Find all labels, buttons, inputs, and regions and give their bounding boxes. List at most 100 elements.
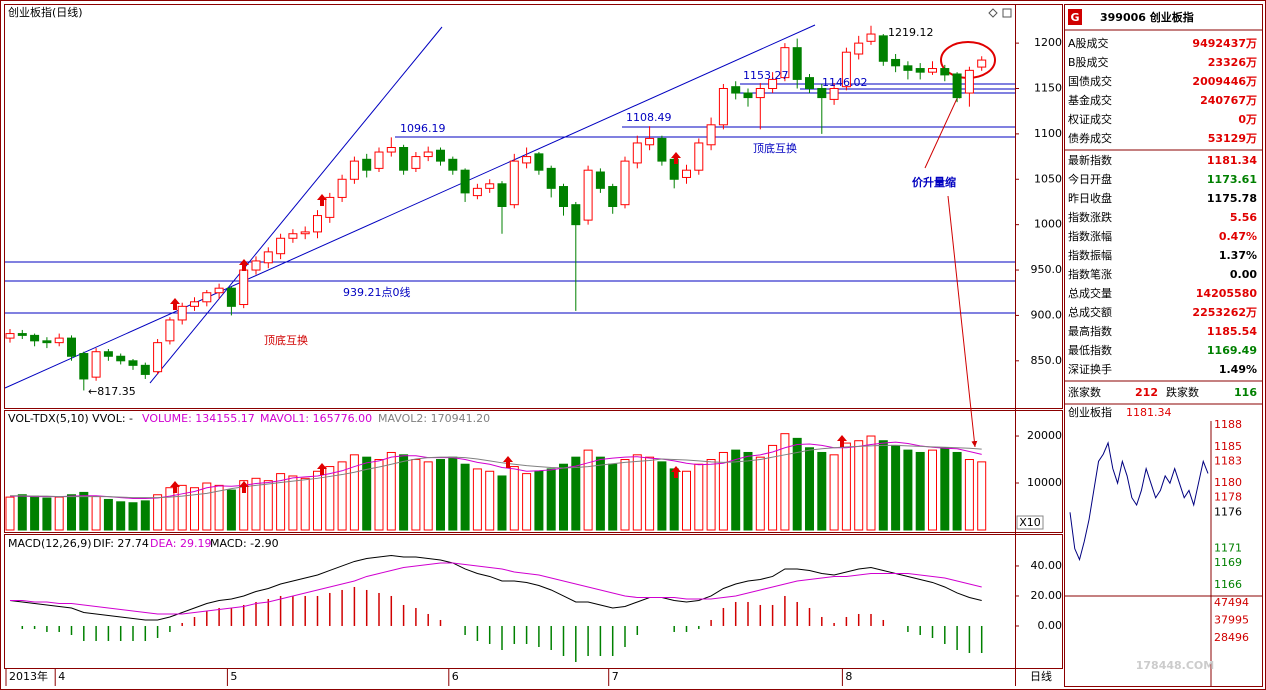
mini-title: 创业板指 <box>1068 405 1112 419</box>
info-label: 今日开盘 <box>1068 172 1112 186</box>
volume-bar <box>903 449 913 531</box>
candle-body <box>337 178 347 198</box>
volume-bar <box>472 468 482 531</box>
x-tick-label: 8 <box>845 670 852 683</box>
volume-bar <box>841 442 851 531</box>
volume-bar <box>103 498 113 531</box>
volume-bar <box>349 454 359 531</box>
candle-body <box>829 88 839 100</box>
volume-bar <box>165 487 175 531</box>
info-value: 9492437万 <box>1192 37 1257 50</box>
volume-bar <box>522 473 532 531</box>
candle-body <box>805 77 814 90</box>
volume-bar <box>288 475 298 531</box>
candle-body <box>386 147 396 153</box>
volume-bar <box>17 494 27 531</box>
candle-body <box>30 334 40 342</box>
info-panel <box>1064 4 1263 687</box>
volume-bar <box>829 454 839 531</box>
y-tick-label: 20.00 <box>1031 589 1063 602</box>
y-tick-label: 1200 <box>1034 36 1062 49</box>
volume-bar <box>226 489 236 531</box>
callout-arrow <box>947 195 978 448</box>
volume-bar <box>239 480 249 531</box>
annotation: ←817.35 <box>88 385 136 398</box>
info-value: 5.56 <box>1230 211 1257 224</box>
mini-tick-label: 1169 <box>1214 556 1242 569</box>
volume-bar <box>977 461 987 531</box>
volume-bar <box>128 502 138 531</box>
info-value: 53129万 <box>1208 132 1257 145</box>
candle-body <box>226 287 236 307</box>
candle-body <box>42 340 52 344</box>
candle-body <box>116 355 126 362</box>
info-label: 昨日收盘 <box>1068 191 1112 205</box>
mini-tick-label: 1180 <box>1214 476 1242 489</box>
info-value: 116 <box>1234 386 1257 399</box>
signal-arrow <box>503 456 513 468</box>
candle-body <box>632 142 642 164</box>
candle-body <box>718 88 728 126</box>
info-value: 212 <box>1135 386 1158 399</box>
signal-arrow <box>239 259 249 271</box>
y-tick-label: 20000 <box>1027 429 1062 442</box>
candle-body <box>940 68 950 76</box>
volume-bar <box>546 468 556 531</box>
panel-header: DIF: 27.74 <box>93 537 149 550</box>
volume-bar <box>608 463 618 531</box>
tool-icon[interactable] <box>1002 8 1012 18</box>
info-value: 14205580 <box>1196 287 1258 300</box>
panel-header: MAVOL1: 165776.00 <box>260 412 372 425</box>
candle-body <box>768 78 778 90</box>
candle-body <box>140 364 150 375</box>
candle-body <box>866 33 876 42</box>
volume-bar <box>497 475 507 531</box>
volume-bar <box>276 473 286 531</box>
macd-line <box>9 554 982 621</box>
signal-arrow <box>317 194 327 206</box>
candle-body <box>977 59 987 68</box>
volume-bar <box>300 477 310 531</box>
candle-body <box>608 186 618 207</box>
candle-body <box>165 319 175 342</box>
y-tick-label: 950.0 <box>1031 263 1063 276</box>
candle-body <box>423 151 433 158</box>
candle-body <box>436 149 445 162</box>
info-label: 指数涨跌 <box>1068 210 1112 224</box>
volume-bar <box>657 461 667 531</box>
volume-bar <box>436 459 445 531</box>
y-tick-label: 40.00 <box>1031 559 1063 572</box>
volume-bar <box>940 447 950 531</box>
candle-body <box>325 196 335 218</box>
signal-arrow <box>671 152 681 164</box>
candle-body <box>5 333 15 339</box>
candle-body <box>276 237 286 255</box>
tool-icon[interactable] <box>988 8 998 18</box>
volume-bar <box>5 496 15 531</box>
candle-body <box>313 215 322 233</box>
candle-body <box>755 88 765 99</box>
volume-bar <box>140 500 150 531</box>
info-label: 国债成交 <box>1068 74 1112 88</box>
badge: G <box>1070 11 1079 24</box>
panel-header: MAVOL2: 170941.20 <box>378 412 490 425</box>
intraday-line <box>1069 441 1209 562</box>
y-tick-label: 0.00 <box>1038 619 1063 632</box>
x-tick-label: 5 <box>230 670 237 683</box>
volume-bar <box>263 480 273 531</box>
volume-bar <box>632 454 642 531</box>
volume-bar <box>325 466 335 531</box>
mini-tick-label: 1176 <box>1214 505 1242 518</box>
volume-bar <box>805 447 814 531</box>
volume-bar <box>313 470 322 531</box>
volume-bar <box>854 440 864 531</box>
candle-body <box>362 158 372 171</box>
x-tick-label: 4 <box>58 670 65 683</box>
candle-body <box>903 65 913 71</box>
volume-bar <box>42 497 52 531</box>
info-label: 总成交量 <box>1068 286 1112 300</box>
info-value: 23326万 <box>1208 56 1257 69</box>
annotation: 1219.12 <box>888 26 934 39</box>
scale-note: X10 <box>1019 516 1041 529</box>
